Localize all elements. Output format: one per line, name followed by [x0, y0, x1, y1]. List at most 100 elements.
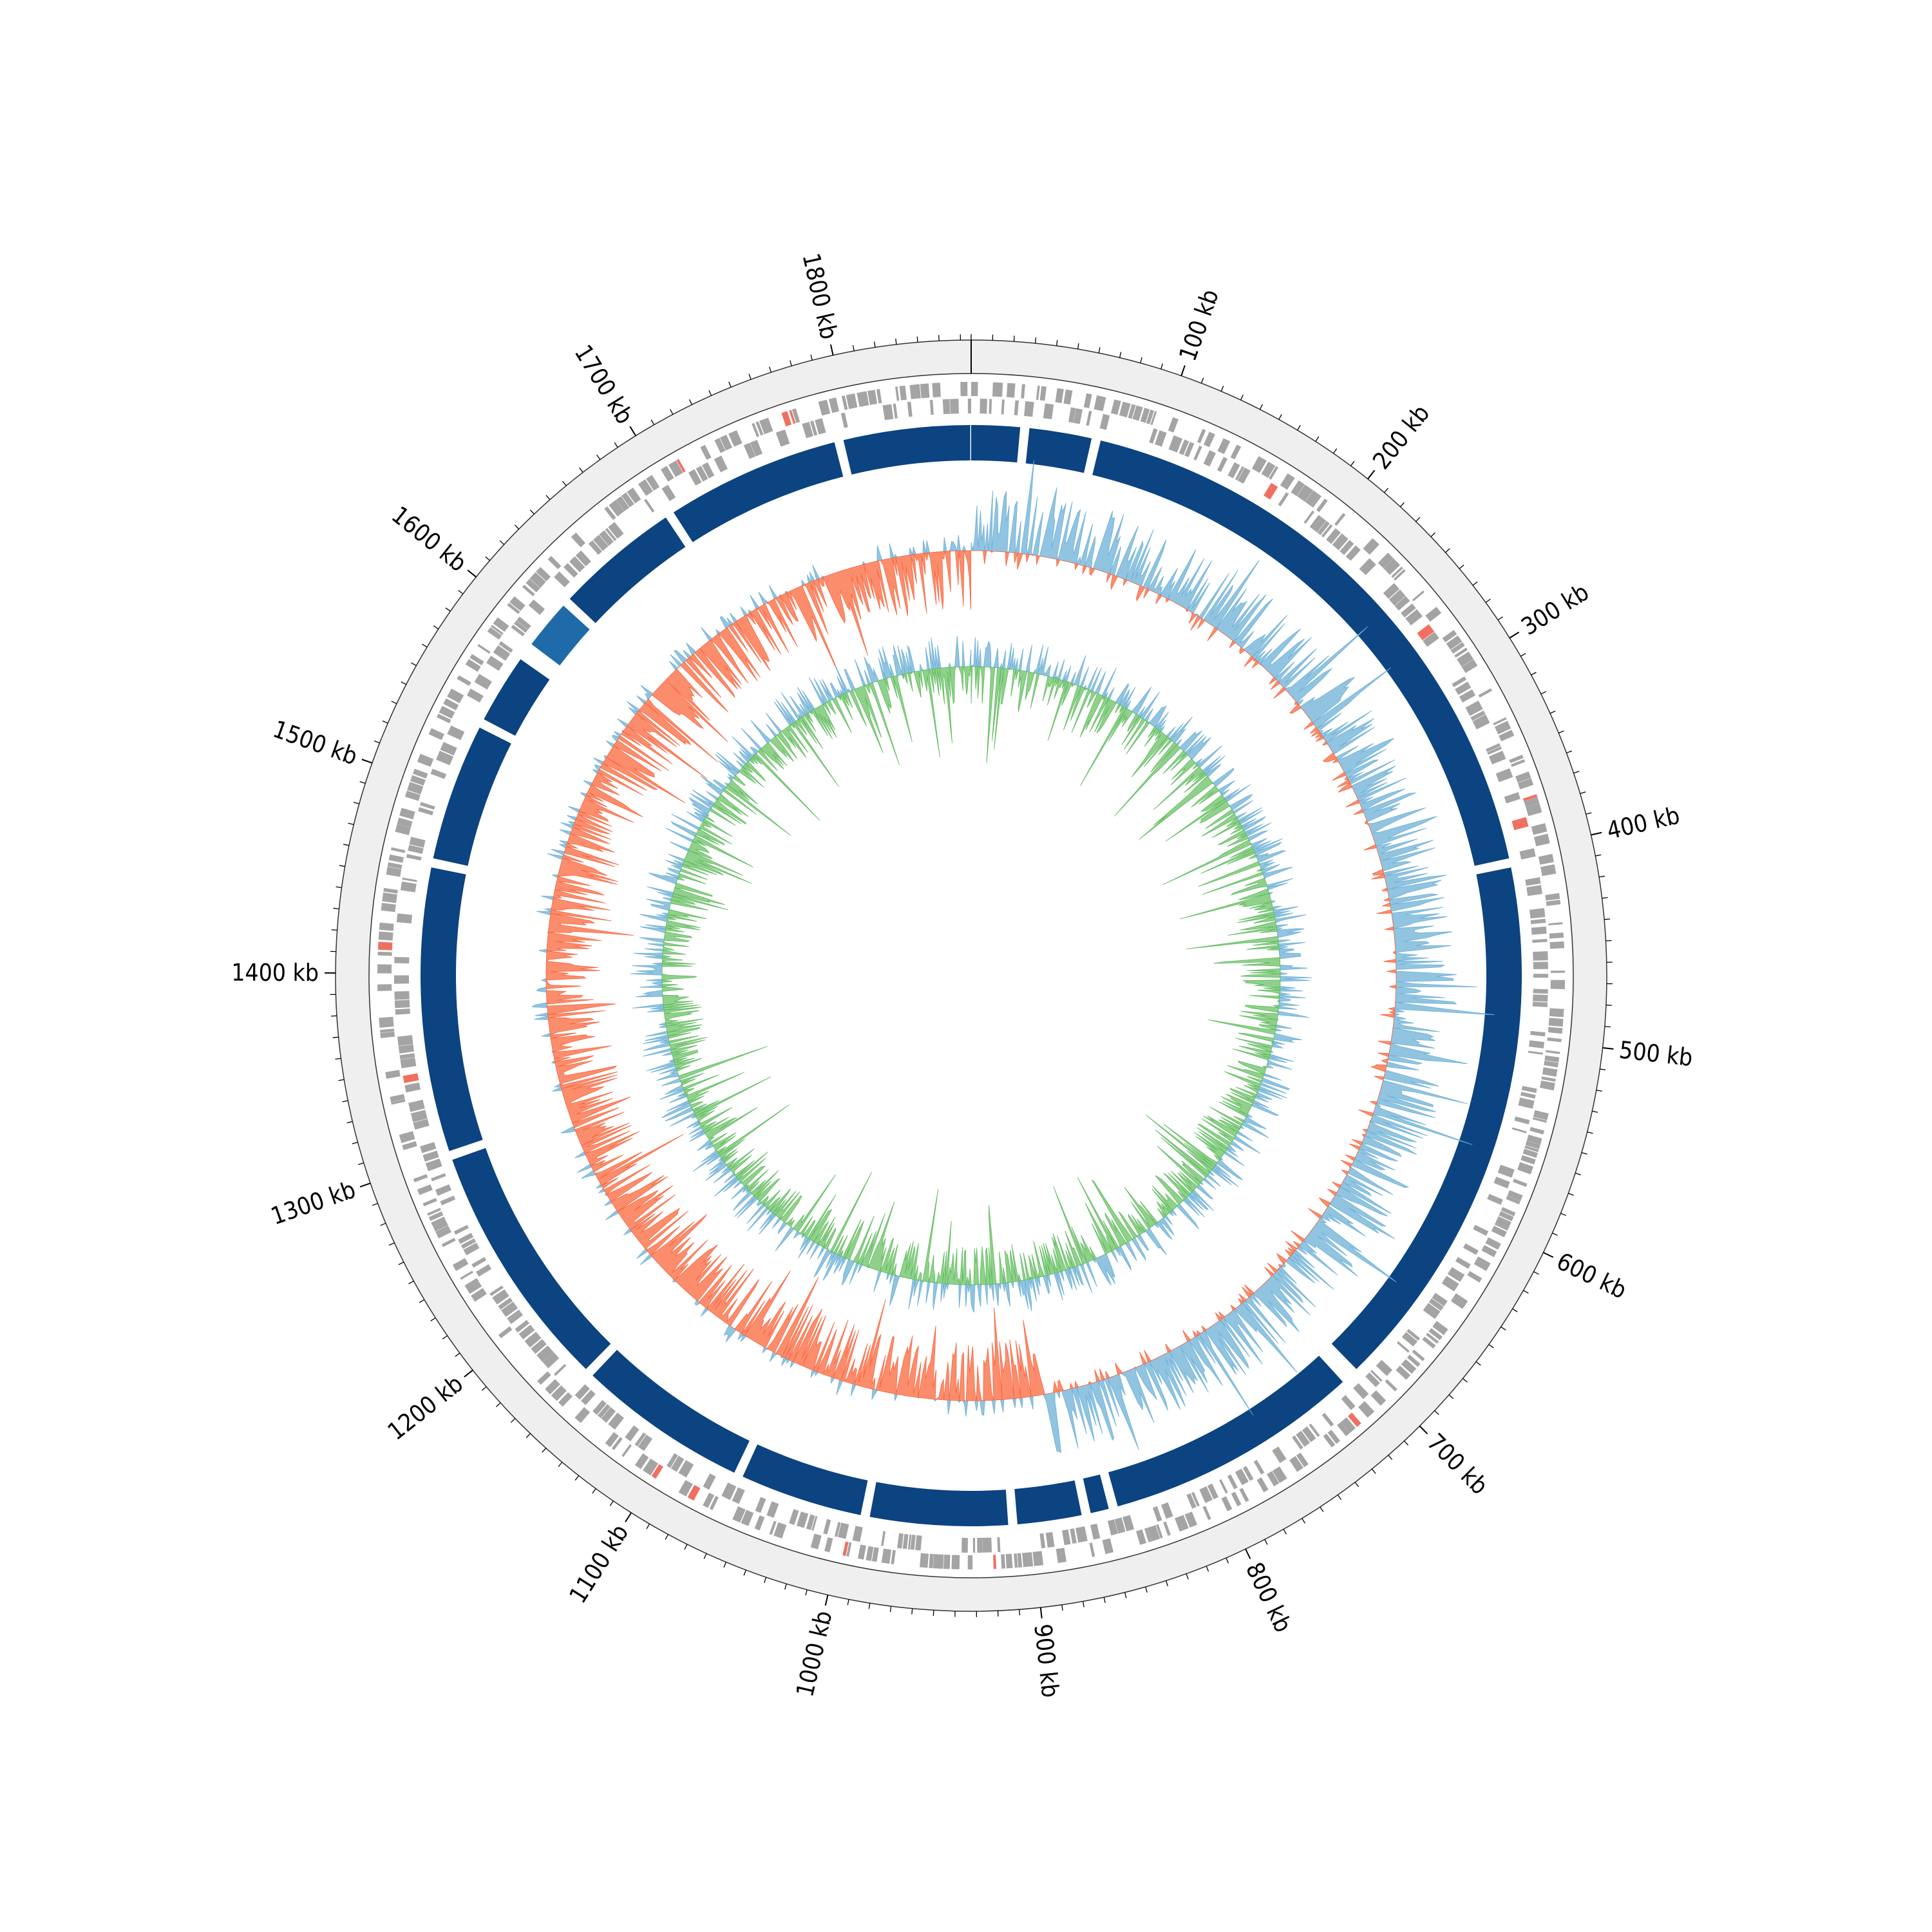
- minor-tick: [1520, 653, 1526, 657]
- gene-feature: [399, 1053, 415, 1060]
- gene-feature: [1149, 428, 1158, 444]
- gene-feature: [915, 1535, 922, 1551]
- minor-tick: [1240, 394, 1244, 401]
- gene-feature: [422, 1198, 437, 1207]
- gene-feature: [670, 1455, 685, 1472]
- gc-skew-track: [630, 636, 1312, 1312]
- gene-feature: [398, 1044, 414, 1054]
- gene-feature: [1191, 1492, 1200, 1507]
- gene-feature: [714, 437, 726, 453]
- minor-tick: [1540, 691, 1547, 695]
- gene-feature: [951, 1555, 960, 1569]
- gene-feature: [554, 571, 570, 587]
- gene-feature: [1514, 1116, 1530, 1124]
- gene-feature: [882, 404, 894, 421]
- gene-feature: [460, 1271, 474, 1280]
- gene-feature: [1070, 1528, 1077, 1544]
- gene-feature: [1075, 1526, 1088, 1543]
- gene-feature: [1412, 1349, 1425, 1361]
- gene-feature: [428, 728, 444, 741]
- contig-block: [592, 1349, 750, 1473]
- tick-label: 1000 kb: [791, 1608, 837, 1700]
- gene-feature: [1425, 607, 1442, 622]
- minor-tick: [1278, 414, 1282, 420]
- minor-tick: [669, 409, 674, 415]
- gene-feature: [1548, 1027, 1563, 1034]
- gene-feature: [1032, 1551, 1044, 1566]
- major-tick: [359, 1182, 371, 1188]
- gene-feature: [1341, 1395, 1356, 1410]
- gene-feature: [388, 854, 404, 863]
- gene-feature: [1529, 1040, 1545, 1049]
- gene-feature: [1370, 1390, 1387, 1406]
- gene-feature: [1401, 1332, 1418, 1347]
- gene-feature: [457, 675, 471, 687]
- minor-tick: [1533, 1271, 1539, 1275]
- gene-feature: [599, 530, 614, 546]
- gene-feature: [1267, 1471, 1280, 1487]
- gene-feature: [1269, 466, 1279, 480]
- gene-feature: [1089, 1542, 1095, 1557]
- minor-tick: [458, 590, 464, 594]
- minor-tick: [810, 354, 813, 361]
- gene-feature: [1317, 521, 1330, 536]
- gene-feature: [754, 1515, 765, 1531]
- gene-feature: [688, 469, 702, 486]
- minor-tick: [1501, 1326, 1506, 1331]
- gene-feature: [638, 479, 653, 496]
- gene-feature: [402, 1073, 419, 1083]
- gene-feature: [465, 659, 481, 672]
- gene-feature: [755, 421, 764, 436]
- minor-tick: [359, 781, 366, 784]
- gene-feature: [1457, 651, 1474, 667]
- contig-block: [673, 442, 844, 542]
- minor-tick: [1077, 343, 1079, 350]
- gene-feature: [741, 1510, 754, 1526]
- gene-feature: [604, 506, 616, 520]
- gene-feature: [871, 1547, 879, 1562]
- gene-feature: [404, 790, 421, 801]
- gene-feature: [439, 705, 455, 719]
- gene-feature: [382, 892, 397, 904]
- tick-label: 500 kb: [1618, 1036, 1694, 1072]
- gene-feature: [719, 434, 732, 451]
- major-tick: [1039, 1607, 1043, 1619]
- gene-feature: [477, 643, 491, 654]
- gene-feature: [1140, 408, 1150, 423]
- gene-feature: [1544, 1055, 1560, 1063]
- gene-feature: [627, 488, 641, 504]
- gene-feature: [1488, 750, 1506, 764]
- gene-feature: [1524, 1145, 1539, 1153]
- gene-feature: [390, 847, 406, 853]
- gene-feature: [1337, 1422, 1350, 1437]
- gene-feature: [441, 1238, 456, 1247]
- major-tick: [464, 1369, 473, 1378]
- minor-tick: [496, 1402, 501, 1407]
- gene-feature: [972, 1537, 976, 1553]
- minor-tick: [1399, 502, 1405, 507]
- minor-tick: [1264, 1539, 1268, 1545]
- major-tick: [1419, 1425, 1428, 1435]
- minor-tick: [335, 1057, 341, 1060]
- gene-feature: [1450, 1293, 1468, 1309]
- gene-feature: [422, 1150, 439, 1162]
- contig-block: [869, 1482, 1009, 1526]
- gene-feature: [1526, 1134, 1542, 1145]
- gene-feature: [469, 654, 484, 666]
- gene-feature: [967, 399, 971, 414]
- gene-feature: [1499, 1211, 1514, 1222]
- gene-feature: [1509, 754, 1524, 764]
- gene-feature: [394, 990, 410, 1000]
- gene-feature: [1423, 1303, 1441, 1320]
- gene-feature: [1291, 480, 1305, 497]
- minor-tick: [684, 1544, 688, 1550]
- gene-feature: [1532, 938, 1548, 943]
- gene-feature: [1526, 885, 1542, 896]
- gene-feature: [410, 775, 426, 786]
- minor-tick: [1140, 357, 1142, 363]
- gene-feature: [1227, 1474, 1238, 1490]
- gene-feature: [1160, 1502, 1173, 1519]
- gene-feature: [857, 1544, 866, 1560]
- minor-tick: [1568, 1193, 1574, 1196]
- gene-feature: [493, 617, 509, 632]
